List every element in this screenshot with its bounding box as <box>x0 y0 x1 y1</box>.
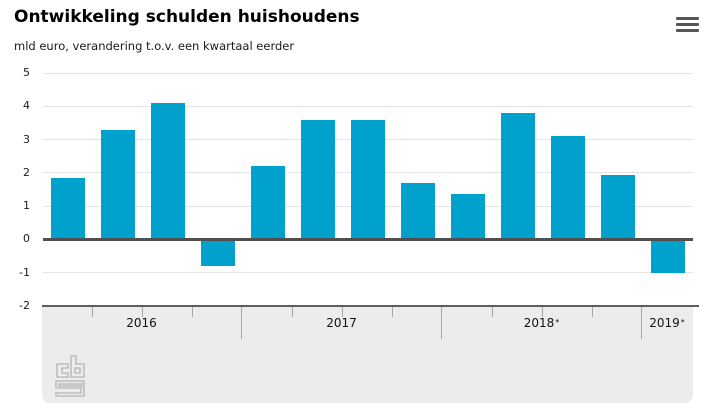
x-axis-line <box>42 305 699 307</box>
bar-q3[interactable] <box>151 102 185 240</box>
gridline <box>43 272 693 274</box>
hamburger-bar <box>676 23 699 26</box>
cbs-logo-s <box>55 380 85 397</box>
bar-q9[interactable] <box>451 194 485 240</box>
bar-q2[interactable] <box>101 129 135 240</box>
x-axis-year-2017: 2017 <box>242 307 442 339</box>
year-label: 2017 <box>326 316 357 330</box>
cbs-logo <box>55 355 85 397</box>
y-axis-label: 4 <box>23 99 30 113</box>
bar-q12[interactable] <box>601 174 635 240</box>
year-label: 2019 <box>649 316 680 330</box>
bar-q5[interactable] <box>251 166 285 240</box>
bar-q6[interactable] <box>301 119 335 240</box>
quarter-tick <box>142 307 143 317</box>
quarter-tick <box>392 307 393 317</box>
quarter-tick <box>292 307 293 317</box>
year-label: 2018 <box>523 316 555 330</box>
plot-area <box>43 72 693 307</box>
gridline <box>43 105 693 107</box>
bar-q7[interactable] <box>351 119 385 240</box>
quarter-tick <box>592 307 593 317</box>
y-axis-label: -2 <box>19 299 30 312</box>
quarter-tick <box>492 307 493 317</box>
quarter-tick <box>342 307 343 317</box>
quarter-tick <box>92 307 93 317</box>
chart-subtitle: mld euro, verandering t.o.v. een kwartaa… <box>14 39 295 53</box>
page-title: Ontwikkeling schulden huishoudens <box>14 7 360 27</box>
x-axis-band: 2016 2017 2018 * 2019 * <box>42 307 692 339</box>
hamburger-bar <box>676 29 699 32</box>
y-axis-label: 3 <box>23 132 30 146</box>
gridline <box>43 72 693 74</box>
y-axis-label: 0 <box>23 232 30 246</box>
x-axis-year-2018: 2018 * <box>442 307 642 339</box>
y-axis-label: 1 <box>23 199 30 213</box>
zero-line <box>43 237 693 241</box>
bar-q11[interactable] <box>551 136 585 240</box>
y-axis-label: -1 <box>19 265 30 279</box>
cbs-logo-c <box>56 363 69 378</box>
year-label: 2016 <box>126 316 157 330</box>
cbs-logo-b-counter <box>74 367 81 374</box>
x-axis-year-2019: 2019 * <box>649 316 685 330</box>
y-axis-label: 5 <box>23 66 30 79</box>
bar-q13[interactable] <box>651 239 685 273</box>
bar-q1[interactable] <box>51 177 85 240</box>
hamburger-menu-icon[interactable] <box>676 17 699 32</box>
y-axis: 5 4 3 2 1 0 -1 -2 <box>2 0 30 415</box>
cbs-logo-b <box>70 355 85 378</box>
quarter-tick <box>542 307 543 317</box>
quarter-tick <box>192 307 193 317</box>
y-axis-label: 2 <box>23 165 30 179</box>
hamburger-bar <box>676 17 699 20</box>
x-axis-year-2016: 2016 <box>42 307 242 339</box>
axis-footer-panel: 2016 2017 2018 * 2019 * <box>42 307 693 403</box>
bar-q8[interactable] <box>401 182 435 240</box>
bar-q10[interactable] <box>501 112 535 240</box>
bar-q4[interactable] <box>201 239 235 267</box>
